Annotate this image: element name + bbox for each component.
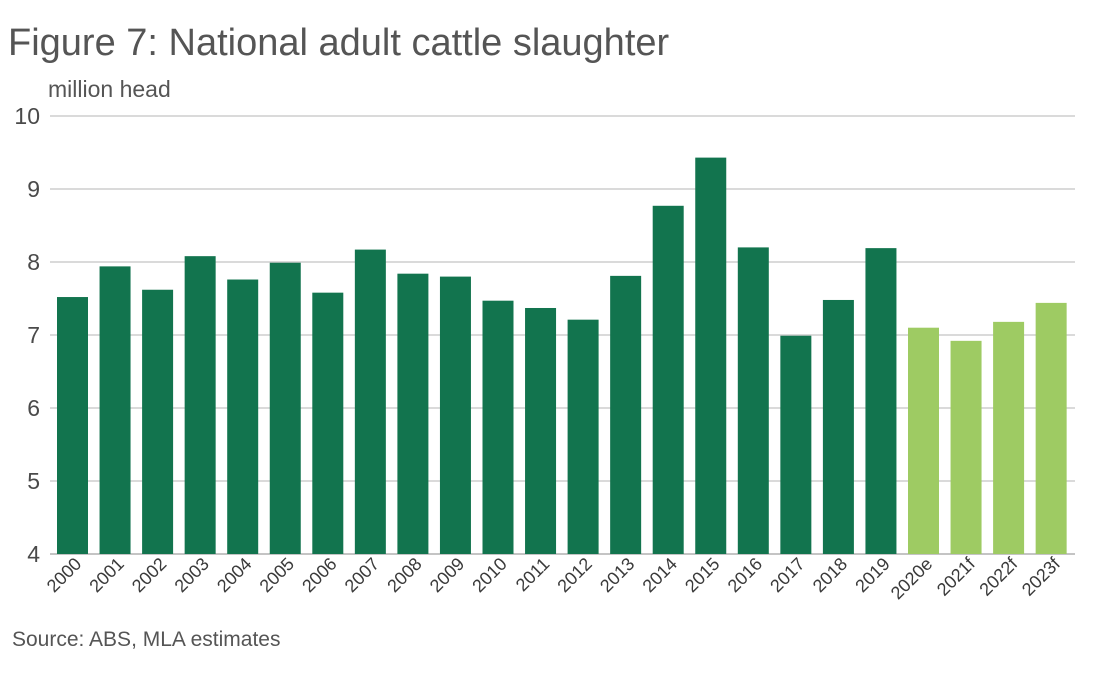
bar-2019 xyxy=(865,248,897,554)
bar-2015 xyxy=(695,157,727,555)
bar-2000 xyxy=(57,297,88,554)
x-tick-label: 2015 xyxy=(681,554,723,596)
x-tick-label: 2004 xyxy=(213,554,255,596)
x-tick-label: 2006 xyxy=(298,554,340,596)
bars xyxy=(57,157,1067,555)
gridlines xyxy=(50,115,1075,555)
bar-2003 xyxy=(184,256,216,554)
x-tick-label: 2003 xyxy=(171,554,213,596)
bar-2020e xyxy=(908,327,939,554)
y-tick-labels: 4 5 6 7 8 9 10 xyxy=(14,103,40,567)
bar-2010 xyxy=(482,300,514,554)
y-tick-label: 4 xyxy=(27,541,40,567)
x-tick-label: 2011 xyxy=(512,554,554,596)
x-tick-label: 2012 xyxy=(553,554,595,596)
x-tick-label: 2020e xyxy=(887,554,937,604)
bar-2006 xyxy=(312,292,344,554)
bar-2002 xyxy=(142,289,174,554)
x-tick-label: 2010 xyxy=(468,554,510,596)
bar-2001 xyxy=(99,266,131,554)
x-tick-label: 2023f xyxy=(1018,553,1065,600)
y-tick-label: 9 xyxy=(27,176,40,202)
y-tick-label: 8 xyxy=(27,249,40,275)
bar-2014 xyxy=(652,205,684,555)
x-tick-label: 2016 xyxy=(724,554,766,596)
bar-2016 xyxy=(737,247,769,554)
x-tick-label: 2014 xyxy=(639,554,681,596)
y-tick-label: 7 xyxy=(27,322,40,348)
bar-2013 xyxy=(610,275,642,554)
bar-2011 xyxy=(525,307,557,554)
x-tick-label: 2013 xyxy=(596,554,638,596)
chart-title: Figure 7: National adult cattle slaughte… xyxy=(8,22,670,64)
x-tick-label: 2001 xyxy=(85,554,127,596)
bar-2008 xyxy=(397,273,429,554)
x-tick-label: 2017 xyxy=(766,554,808,596)
bar-2018 xyxy=(822,299,854,554)
x-tick-label: 2002 xyxy=(128,554,170,596)
x-tick-label: 2018 xyxy=(809,554,851,596)
x-tick-label: 2000 xyxy=(43,554,85,596)
x-tick-label: 2022f xyxy=(975,553,1022,600)
bar-2007 xyxy=(354,249,386,554)
bar-2021f xyxy=(950,340,982,554)
bar-2022f xyxy=(993,321,1025,554)
bar-2009 xyxy=(439,276,471,554)
bar-2005 xyxy=(269,262,301,554)
y-tick-label: 6 xyxy=(27,395,40,421)
x-tick-label: 2009 xyxy=(426,554,468,596)
x-tick-label: 2021f xyxy=(933,553,980,600)
y-tick-label: 5 xyxy=(27,468,40,494)
bar-2004 xyxy=(227,279,259,554)
y-axis-label: million head xyxy=(48,76,171,102)
x-tick-label: 2008 xyxy=(383,554,425,596)
y-tick-label: 10 xyxy=(14,103,40,129)
bar-2023f xyxy=(1035,302,1067,554)
bar-2012 xyxy=(567,319,599,554)
source-note: Source: ABS, MLA estimates xyxy=(12,628,281,651)
x-tick-label: 2007 xyxy=(341,554,383,596)
x-tick-label: 2005 xyxy=(256,554,298,596)
x-tick-labels: 2000 2001 2002 2003 2004 2005 2006 2007 2008 2009… xyxy=(43,553,1065,603)
bar-2017 xyxy=(780,335,812,554)
